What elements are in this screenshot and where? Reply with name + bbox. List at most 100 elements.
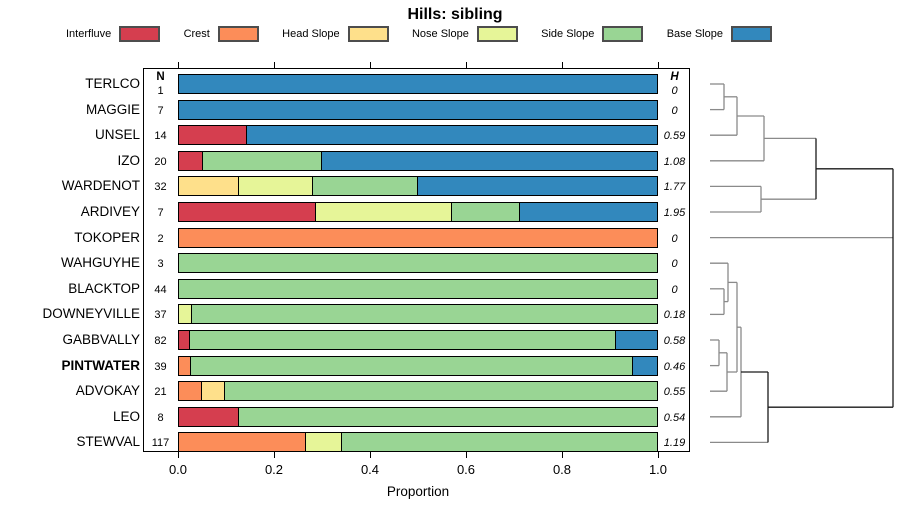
n-value: 37	[154, 309, 167, 322]
n-value: 21	[154, 386, 167, 399]
h-value: 0.18	[663, 309, 686, 322]
row-label-ardivey: ARDIVEY	[80, 204, 140, 219]
bar-segment-side-slope	[191, 356, 633, 375]
row-label-wahguyhe: WAHGUYHE	[60, 255, 140, 271]
legend: Interfluve Crest Head Slope Nose Slope Side …	[66, 26, 772, 42]
n-value: 82	[154, 335, 167, 347]
x-axis-tick-bottom	[370, 452, 371, 458]
n-value: 32	[154, 181, 167, 194]
h-value: 0.54	[663, 411, 686, 424]
h-value: 0.59	[663, 130, 686, 143]
bar-segment-crest	[179, 433, 306, 452]
stacked-bar-unsel	[178, 125, 658, 146]
h-value: 0.46	[663, 360, 686, 373]
bar-segment-side-slope	[179, 254, 657, 273]
stacked-bar-advokay	[178, 381, 658, 402]
bar-segment-side-slope	[342, 433, 657, 452]
x-axis-tick-bottom	[178, 452, 179, 458]
h-value: 0	[671, 232, 678, 245]
legend-label: Nose Slope	[411, 28, 469, 40]
h-value: 0	[671, 85, 678, 97]
row-label-maggie: MAGGIE	[85, 101, 140, 117]
bar-segment-nose-slope	[238, 177, 314, 196]
row-label-unsel: UNSEL	[94, 127, 140, 143]
bar-segment-base-slope	[179, 75, 657, 93]
bar-segment-base-slope	[520, 203, 657, 221]
h-value: 0	[671, 258, 678, 271]
bar-segment-side-slope	[191, 305, 657, 324]
bar-segment-side-slope	[238, 407, 657, 426]
stacked-bar-stewval	[178, 432, 658, 453]
h-value: 1.95	[663, 207, 686, 219]
bar-segment-head-slope	[179, 177, 239, 196]
bar-segment-side-slope	[202, 151, 323, 170]
stacked-bar-terlco	[178, 74, 658, 94]
x-axis-tick-label: 1.0	[648, 462, 668, 477]
bar-segment-crest	[179, 228, 657, 247]
legend-label: Base Slope	[666, 28, 723, 40]
legend-label: Head Slope	[282, 28, 340, 40]
legend-label: Interfluve	[66, 28, 112, 40]
x-axis-tick-label: 0.8	[552, 462, 572, 477]
n-value: 44	[154, 283, 167, 296]
bar-segment-interfluve	[179, 151, 203, 170]
legend-swatch	[602, 26, 644, 42]
stacked-bar-izo	[178, 150, 658, 171]
h-value: 0	[671, 104, 678, 117]
legend-swatch	[119, 26, 161, 42]
row-label-downeyville: DOWNEYVILLE	[42, 306, 140, 322]
bar-segment-side-slope	[179, 279, 657, 298]
bar-segment-interfluve	[179, 126, 248, 145]
n-value: 39	[154, 360, 167, 373]
stacked-bar-wardenot	[178, 176, 658, 197]
row-label-stewval: STEWVAL	[76, 434, 140, 450]
stacked-bar-wahguyhe	[178, 253, 658, 274]
stacked-bar-gabbvally	[178, 330, 658, 350]
n-value: 3	[157, 258, 164, 271]
legend-item-base-slope: Base Slope	[667, 26, 772, 42]
x-axis-tick-top	[370, 62, 371, 68]
x-axis-tick-top	[658, 62, 659, 68]
row-label-tokoper: TOKOPER	[74, 229, 140, 245]
bar-segment-base-slope	[247, 126, 657, 145]
x-axis-tick-top	[562, 62, 563, 68]
legend-item-nose-slope: Nose Slope	[412, 26, 518, 42]
bar-segment-base-slope	[179, 100, 657, 119]
x-axis-tick-label: 0.6	[456, 462, 476, 477]
n-value: 117	[151, 437, 170, 450]
h-value: 1.08	[663, 155, 686, 168]
legend-swatch	[730, 26, 772, 42]
bar-segment-side-slope	[451, 203, 521, 221]
x-axis-title: Proportion	[386, 484, 450, 499]
x-axis-tick-label: 0.4	[360, 462, 380, 477]
n-value: 2	[157, 232, 164, 245]
n-value: 14	[154, 130, 167, 143]
n-column-header: N	[156, 71, 165, 83]
legend-swatch	[217, 26, 259, 42]
n-value: 8	[157, 411, 164, 424]
n-value: 20	[154, 155, 167, 168]
row-label-terlco: TERLCO	[85, 76, 140, 91]
n-value: 1	[157, 85, 164, 97]
legend-item-interfluve: Interfluve	[66, 26, 161, 42]
row-label-advokay: ADVOKAY	[75, 383, 140, 399]
bar-segment-interfluve	[179, 331, 191, 349]
x-axis-tick-bottom	[658, 452, 659, 458]
x-axis-tick-top	[178, 62, 179, 68]
legend-item-head-slope: Head Slope	[282, 26, 389, 42]
stacked-bar-pintwater	[178, 355, 658, 376]
bar-segment-crest	[179, 356, 192, 375]
x-axis-tick-bottom	[562, 452, 563, 458]
row-label-gabbvally: GABBVALLY	[62, 332, 140, 347]
h-value: 0.55	[663, 386, 686, 399]
x-axis-tick-top	[274, 62, 275, 68]
bar-segment-nose-slope	[305, 433, 343, 452]
stacked-bar-tokoper	[178, 227, 658, 248]
h-column-header: H	[670, 71, 679, 83]
row-label-pintwater: PINTWATER	[61, 357, 141, 373]
bar-segment-interfluve	[179, 407, 239, 426]
bar-segment-side-slope	[224, 382, 657, 401]
legend-label: Side Slope	[541, 28, 595, 40]
bar-segment-base-slope	[616, 331, 657, 349]
